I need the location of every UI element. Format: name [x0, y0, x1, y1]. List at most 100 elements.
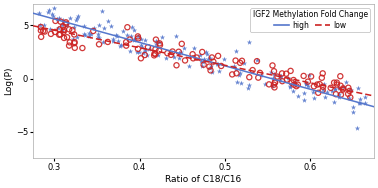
Point: [231, 65, 237, 68]
Point: [317, 83, 323, 86]
Point: [86, 35, 92, 38]
Point: [51, 6, 57, 9]
Point: [135, 47, 141, 50]
Point: [170, 56, 177, 59]
Point: [333, 93, 339, 96]
Point: [99, 9, 105, 12]
Point: [179, 42, 185, 45]
Y-axis label: Log(P): Log(P): [4, 67, 13, 96]
Point: [199, 50, 205, 53]
Point: [237, 61, 243, 64]
Point: [60, 30, 67, 33]
Point: [291, 83, 297, 86]
Point: [208, 69, 214, 72]
Point: [134, 50, 140, 53]
Point: [181, 47, 187, 50]
Point: [115, 40, 121, 43]
Point: [157, 44, 163, 47]
Point: [135, 35, 141, 38]
Point: [270, 77, 276, 80]
Point: [174, 64, 180, 67]
Point: [64, 23, 70, 26]
Point: [178, 50, 184, 53]
Point: [216, 70, 222, 73]
Point: [59, 23, 65, 26]
Point: [90, 30, 96, 33]
Point: [91, 27, 97, 30]
Point: [341, 85, 347, 88]
Point: [46, 28, 53, 31]
Point: [70, 38, 76, 41]
Point: [197, 54, 203, 57]
Point: [45, 10, 51, 13]
Point: [237, 72, 243, 75]
Point: [129, 26, 135, 29]
Point: [118, 44, 124, 47]
Point: [72, 46, 78, 49]
Point: [38, 26, 44, 29]
Point: [135, 50, 141, 53]
Point: [130, 39, 136, 42]
Point: [338, 93, 344, 96]
Point: [354, 126, 360, 129]
Point: [132, 37, 138, 40]
Point: [271, 73, 277, 76]
Point: [301, 91, 307, 94]
Point: [153, 38, 159, 41]
Point: [279, 72, 285, 75]
Point: [305, 80, 311, 83]
Point: [155, 53, 161, 56]
Point: [311, 85, 317, 88]
Point: [334, 81, 340, 84]
X-axis label: Ratio of C18/C16: Ratio of C18/C16: [165, 175, 242, 184]
Point: [206, 65, 212, 68]
Point: [142, 54, 148, 57]
Point: [236, 74, 242, 77]
Point: [156, 49, 162, 52]
Point: [142, 48, 148, 51]
Point: [128, 35, 134, 38]
Point: [268, 71, 274, 74]
Point: [139, 45, 145, 48]
Point: [61, 29, 67, 32]
Point: [95, 36, 101, 39]
Point: [301, 98, 307, 101]
Point: [38, 35, 44, 38]
Point: [173, 34, 179, 37]
Point: [356, 98, 363, 101]
Point: [292, 81, 298, 84]
Point: [176, 57, 182, 60]
Point: [221, 58, 227, 61]
Point: [53, 19, 59, 22]
Point: [74, 16, 80, 19]
Point: [73, 19, 79, 22]
Point: [194, 56, 200, 59]
Point: [63, 21, 69, 24]
Point: [138, 43, 144, 46]
Point: [100, 41, 106, 44]
Point: [113, 34, 119, 37]
Point: [337, 75, 343, 78]
Point: [146, 48, 152, 51]
Point: [42, 30, 48, 33]
Point: [110, 39, 116, 42]
Point: [242, 61, 248, 64]
Point: [274, 75, 280, 78]
Point: [207, 66, 213, 69]
Point: [336, 86, 342, 89]
Point: [124, 34, 130, 37]
Point: [127, 50, 133, 53]
Point: [289, 81, 295, 84]
Point: [272, 81, 278, 84]
Point: [338, 84, 344, 87]
Point: [153, 40, 159, 43]
Point: [36, 12, 42, 15]
Point: [215, 54, 221, 57]
Point: [340, 87, 346, 90]
Point: [238, 81, 244, 84]
Point: [215, 63, 221, 66]
Point: [177, 51, 183, 54]
Point: [207, 57, 213, 60]
Point: [46, 8, 52, 11]
Point: [79, 47, 85, 50]
